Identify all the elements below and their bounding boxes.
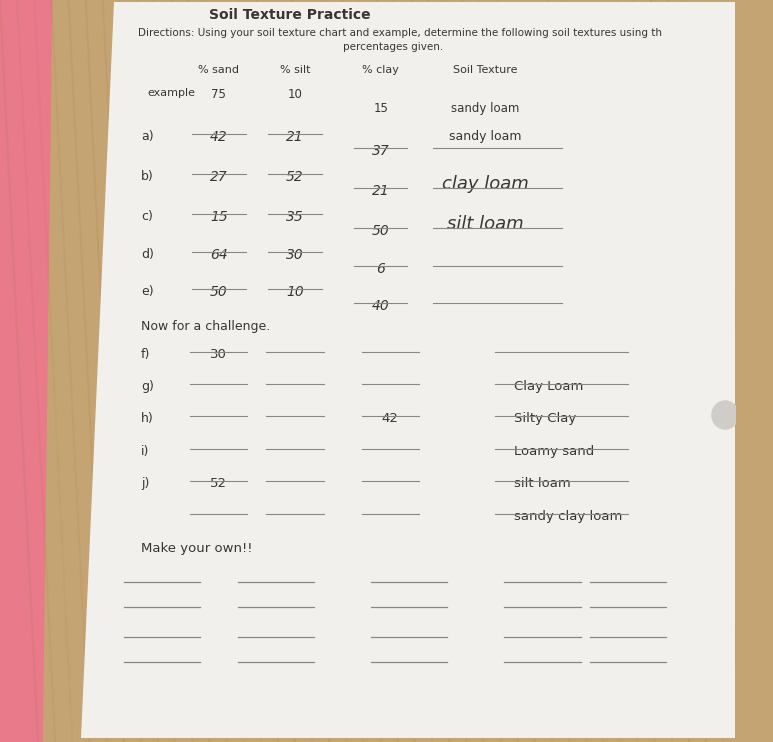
Text: % silt: % silt: [280, 65, 310, 75]
Text: 75: 75: [212, 88, 226, 101]
Text: 40: 40: [372, 299, 390, 313]
Text: % clay: % clay: [363, 65, 399, 75]
Text: b): b): [141, 170, 154, 183]
Text: 50: 50: [372, 224, 390, 238]
Text: 10: 10: [288, 88, 302, 101]
Text: 42: 42: [382, 412, 399, 425]
Text: example: example: [148, 88, 196, 98]
Text: Loamy sand: Loamy sand: [514, 445, 594, 458]
Circle shape: [712, 401, 738, 429]
Text: sandy loam: sandy loam: [451, 102, 519, 115]
Text: Now for a challenge.: Now for a challenge.: [141, 320, 270, 333]
Text: 30: 30: [210, 348, 227, 361]
Text: a): a): [141, 130, 154, 143]
Text: j): j): [141, 477, 149, 490]
Text: percentages given.: percentages given.: [342, 42, 443, 52]
Text: c): c): [141, 210, 153, 223]
Text: silt loam: silt loam: [447, 215, 523, 233]
Text: f): f): [141, 348, 150, 361]
Text: 52: 52: [210, 477, 227, 490]
Text: 15: 15: [373, 102, 388, 115]
Text: 42: 42: [210, 130, 228, 144]
Text: 52: 52: [286, 170, 304, 184]
Text: sandy clay loam: sandy clay loam: [514, 510, 622, 523]
Text: 37: 37: [372, 144, 390, 158]
Text: silt loam: silt loam: [514, 477, 570, 490]
Text: 35: 35: [286, 210, 304, 224]
Text: 64: 64: [210, 248, 228, 262]
Text: sandy loam: sandy loam: [449, 130, 522, 143]
Text: 6: 6: [376, 262, 385, 276]
Text: 21: 21: [286, 130, 304, 144]
Text: 10: 10: [286, 285, 304, 299]
Text: 15: 15: [210, 210, 228, 224]
Text: g): g): [141, 380, 154, 393]
Text: % sand: % sand: [199, 65, 240, 75]
Text: Soil Texture: Soil Texture: [453, 65, 518, 75]
Text: Directions: Using your soil texture chart and example, determine the following s: Directions: Using your soil texture char…: [138, 28, 662, 38]
Text: 30: 30: [286, 248, 304, 262]
Text: Clay Loam: Clay Loam: [514, 380, 584, 393]
Text: d): d): [141, 248, 154, 261]
Polygon shape: [81, 2, 735, 738]
Text: clay loam: clay loam: [442, 175, 529, 193]
Text: Silty Clay: Silty Clay: [514, 412, 576, 425]
Text: 21: 21: [372, 184, 390, 198]
Text: 27: 27: [210, 170, 228, 184]
Text: e): e): [141, 285, 154, 298]
Text: Soil Texture Practice: Soil Texture Practice: [209, 8, 371, 22]
Text: h): h): [141, 412, 154, 425]
Polygon shape: [0, 0, 53, 742]
Text: i): i): [141, 445, 149, 458]
Text: 50: 50: [210, 285, 228, 299]
Text: Make your own!!: Make your own!!: [141, 542, 252, 555]
